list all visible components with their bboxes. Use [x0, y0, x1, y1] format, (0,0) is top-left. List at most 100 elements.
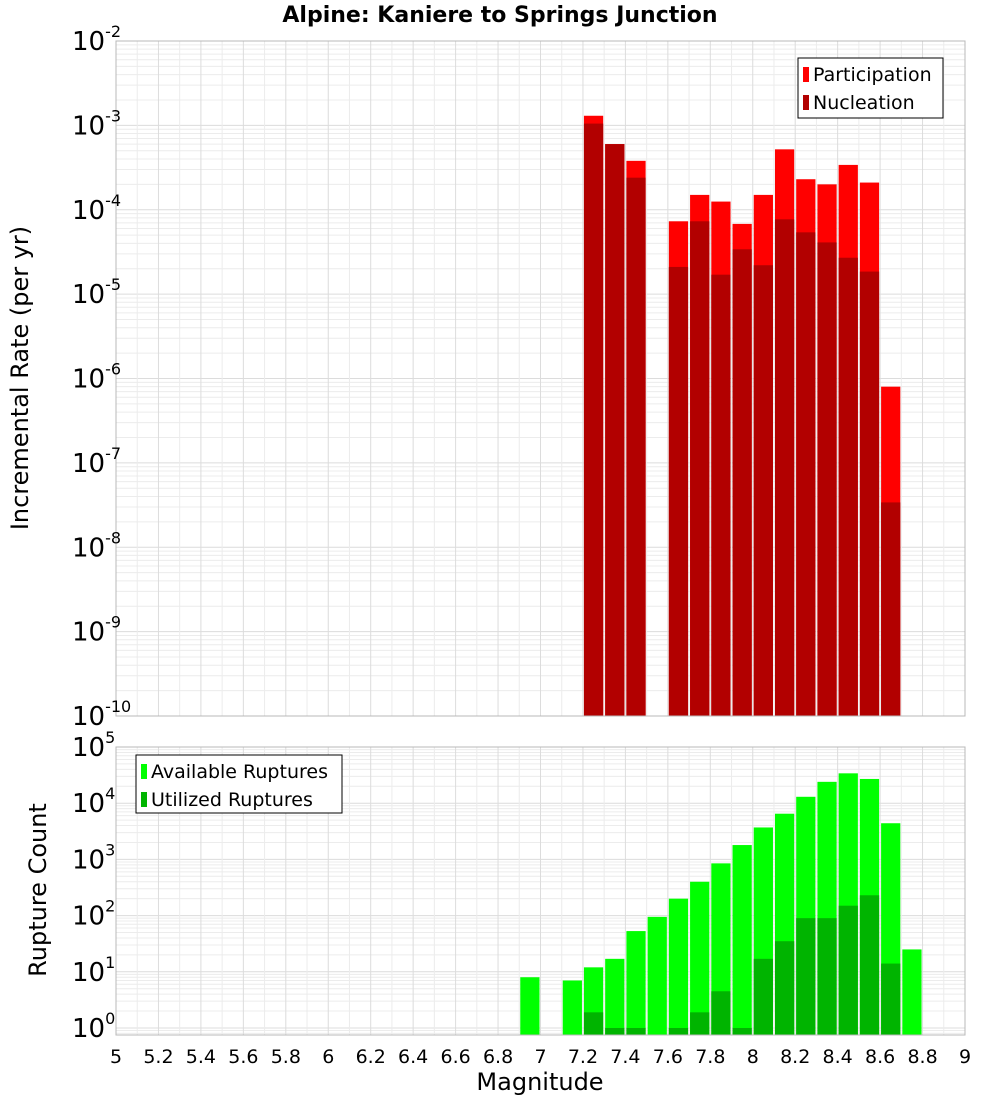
count-legend-label: Available Ruptures	[151, 761, 328, 783]
count-series-1	[583, 895, 901, 1035]
count-x-tick-label: 7	[534, 1046, 546, 1068]
count-y-tick-label: 101	[72, 953, 115, 988]
count-legend-swatch	[141, 764, 147, 779]
rate-bar-nucleation	[753, 265, 773, 716]
count-x-tick-label: 7.4	[610, 1046, 640, 1068]
count-x-tick-label: 8.8	[907, 1046, 937, 1068]
rate-bar-nucleation	[626, 177, 646, 716]
rate-legend: Participation Nucleation	[797, 57, 944, 119]
rate-legend-swatch	[803, 67, 809, 82]
rate-bar-nucleation	[774, 219, 795, 717]
rate-bar-nucleation	[881, 502, 901, 716]
count-bar-utilized-ruptures	[859, 895, 880, 1035]
count-bar-available-ruptures	[732, 845, 752, 1035]
rate-legend-label: Nucleation	[813, 92, 915, 114]
rate-y-tick-label: 10-7	[72, 444, 121, 479]
count-x-tick-label: 8	[747, 1046, 759, 1068]
rate-y-axis-label: Incremental Rate (per yr)	[6, 226, 34, 530]
rate-y-tick-label: 10-8	[72, 528, 121, 563]
count-y-tick-label: 105	[72, 728, 115, 763]
count-bar-utilized-ruptures	[774, 941, 795, 1035]
count-x-tick-label: 5.8	[271, 1046, 301, 1068]
count-x-tick-label: 6.2	[356, 1046, 386, 1068]
count-y-tick-label: 102	[72, 897, 115, 932]
count-x-tick-label: 9	[959, 1046, 971, 1068]
count-x-tick-label: 8.6	[865, 1046, 895, 1068]
rate-legend-swatch	[803, 95, 809, 110]
magnitude-x-axis-label: Magnitude	[476, 1068, 603, 1096]
count-bar-utilized-ruptures	[753, 958, 773, 1035]
rate-bar-nucleation	[668, 266, 689, 716]
count-x-tick-label: 5	[110, 1046, 122, 1068]
count-x-tick-label: 7.6	[653, 1046, 683, 1068]
rate-bar-nucleation	[711, 274, 731, 716]
count-x-tick-label: 6.8	[483, 1046, 513, 1068]
rate-bar-nucleation	[583, 123, 604, 716]
count-bar-available-ruptures	[668, 898, 689, 1035]
rate-y-ticks: 10-10 10-9 10-8 10-7 10-6 10-5 10-4 10-3 10-2	[72, 22, 131, 732]
rate-bar-nucleation	[838, 257, 858, 716]
count-bar-utilized-ruptures	[732, 1027, 752, 1035]
rate-bar-nucleation	[732, 249, 752, 716]
count-x-tick-label: 8.4	[823, 1046, 853, 1068]
count-bar-available-ruptures	[647, 916, 667, 1035]
count-bar-utilized-ruptures	[626, 1027, 646, 1035]
count-bar-utilized-ruptures	[605, 1027, 625, 1035]
chart-title: Alpine: Kaniere to Springs Junction	[282, 3, 717, 28]
rate-y-tick-label: 10-9	[72, 613, 121, 648]
count-x-tick-label: 7.2	[568, 1046, 598, 1068]
count-bar-utilized-ruptures	[881, 963, 901, 1035]
count-bar-utilized-ruptures	[817, 918, 837, 1035]
count-x-tick-label: 6.6	[440, 1046, 470, 1068]
count-bar-available-ruptures	[605, 958, 625, 1035]
count-y-tick-label: 103	[72, 840, 115, 875]
count-y-axis-label: Rupture Count	[24, 803, 52, 977]
rate-plot-frame	[115, 40, 966, 717]
count-bar-available-ruptures	[902, 949, 922, 1035]
count-x-tick-label: 6	[322, 1046, 334, 1068]
count-bar-available-ruptures	[520, 977, 540, 1035]
count-y-tick-label: 100	[72, 1009, 115, 1044]
rate-y-tick-label: 10-10	[72, 697, 131, 732]
count-x-tick-label: 5.2	[143, 1046, 173, 1068]
count-panel: 100 101 102 103 104 105 5 5.2 5.4 5.6 5.8 6 6.2 6.4 6.…	[72, 728, 971, 1068]
count-bar-available-ruptures	[626, 931, 646, 1035]
count-bar-available-ruptures	[690, 881, 710, 1035]
count-plot-frame	[115, 746, 966, 1036]
count-x-tick-label: 5.4	[186, 1046, 216, 1068]
count-legend: Available Ruptures Utilized Ruptures	[135, 754, 343, 814]
count-bar-utilized-ruptures	[711, 991, 731, 1035]
count-x-tick-label: 5.6	[228, 1046, 258, 1068]
count-legend-label: Utilized Ruptures	[151, 789, 313, 811]
count-legend-box	[135, 754, 343, 814]
rate-y-tick-label: 10-4	[72, 191, 121, 226]
rate-panel: 10-10 10-9 10-8 10-7 10-6 10-5 10-4 10-3 10-2 Par…	[72, 22, 966, 732]
count-y-ticks: 100 101 102 103 104 105	[72, 728, 115, 1044]
count-x-ticks: 5 5.2 5.4 5.6 5.8 6 6.2 6.4 6.6 6.8 7 7.2 7.4 7.6 7.8 8…	[110, 1046, 971, 1068]
rate-bar-nucleation	[605, 144, 625, 716]
rate-y-tick-label: 10-6	[72, 360, 121, 395]
count-bar-available-ruptures	[562, 980, 582, 1035]
rate-series-1	[583, 123, 901, 717]
count-bar-utilized-ruptures	[668, 1027, 689, 1035]
rate-y-tick-label: 10-2	[72, 22, 121, 57]
count-y-tick-label: 104	[72, 784, 115, 819]
rate-bar-nucleation	[690, 221, 710, 716]
count-bar-utilized-ruptures	[690, 1012, 710, 1035]
count-x-tick-label: 7.8	[695, 1046, 725, 1068]
count-bar-utilized-ruptures	[838, 905, 858, 1035]
count-x-tick-label: 6.4	[398, 1046, 428, 1068]
count-bar-utilized-ruptures	[583, 1012, 604, 1035]
rate-y-tick-label: 10-3	[72, 106, 121, 141]
rate-grid	[115, 41, 966, 717]
rate-y-tick-label: 10-5	[72, 275, 121, 310]
count-legend-swatch	[141, 792, 147, 807]
rate-legend-label: Participation	[813, 64, 932, 86]
rate-bar-nucleation	[859, 271, 880, 716]
rate-bar-nucleation	[817, 242, 837, 716]
rate-legend-box	[797, 57, 944, 119]
count-bar-utilized-ruptures	[796, 918, 816, 1035]
count-x-tick-label: 8.2	[780, 1046, 810, 1068]
rate-bar-nucleation	[796, 232, 816, 716]
